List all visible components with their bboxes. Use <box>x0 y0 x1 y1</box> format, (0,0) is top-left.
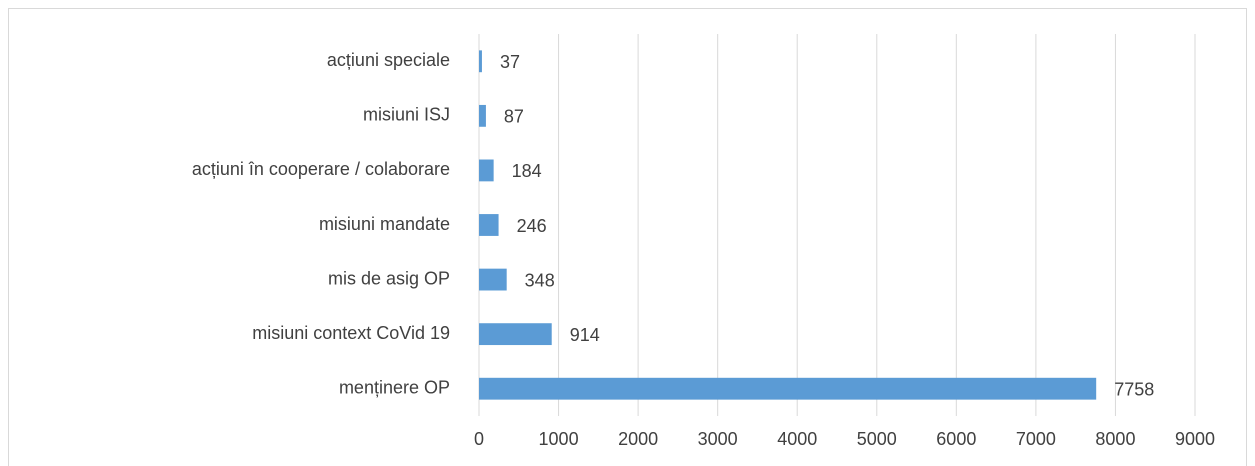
y-tick-label: misiuni ISJ <box>363 105 450 125</box>
x-tick-label: 7000 <box>1016 429 1056 449</box>
x-tick-label: 2000 <box>618 429 658 449</box>
data-label: 184 <box>512 161 542 181</box>
data-label: 7758 <box>1114 379 1154 399</box>
x-tick-label: 8000 <box>1095 429 1135 449</box>
data-label: 37 <box>500 52 520 72</box>
y-tick-label: mis de asig OP <box>328 268 450 288</box>
data-label: 87 <box>504 107 524 127</box>
x-tick-label: 9000 <box>1175 429 1215 449</box>
y-tick-label: acțiuni în cooperare / colaborare <box>192 159 450 179</box>
bar <box>479 50 482 73</box>
y-tick-label: misiuni mandate <box>319 214 450 234</box>
data-label: 348 <box>525 270 555 290</box>
x-tick-label: 1000 <box>539 429 579 449</box>
y-tick-label: acțiuni speciale <box>327 50 450 70</box>
bar <box>479 104 486 127</box>
x-tick-label: 4000 <box>777 429 817 449</box>
y-tick-label: menținere OP <box>339 377 450 397</box>
data-label: 246 <box>517 216 547 236</box>
x-tick-label: 0 <box>474 429 484 449</box>
bar <box>479 268 507 291</box>
x-tick-label: 3000 <box>698 429 738 449</box>
x-tick-label: 5000 <box>857 429 897 449</box>
data-label: 914 <box>570 325 600 345</box>
bar <box>479 377 1097 400</box>
bar <box>479 159 494 182</box>
bar <box>479 323 552 346</box>
x-tick-label: 6000 <box>936 429 976 449</box>
bar <box>479 214 499 236</box>
y-tick-label: misiuni context CoVid 19 <box>252 323 450 343</box>
